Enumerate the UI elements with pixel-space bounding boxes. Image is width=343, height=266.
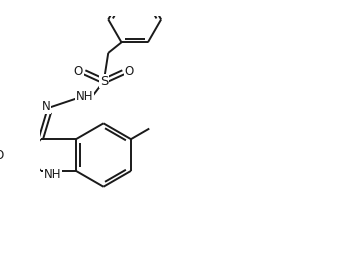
Text: O: O [125, 65, 134, 78]
Text: NH: NH [76, 90, 93, 103]
Text: O: O [0, 148, 4, 161]
Text: O: O [74, 65, 83, 78]
Text: N: N [42, 100, 50, 113]
Text: S: S [100, 75, 108, 88]
Text: NH: NH [44, 168, 61, 181]
